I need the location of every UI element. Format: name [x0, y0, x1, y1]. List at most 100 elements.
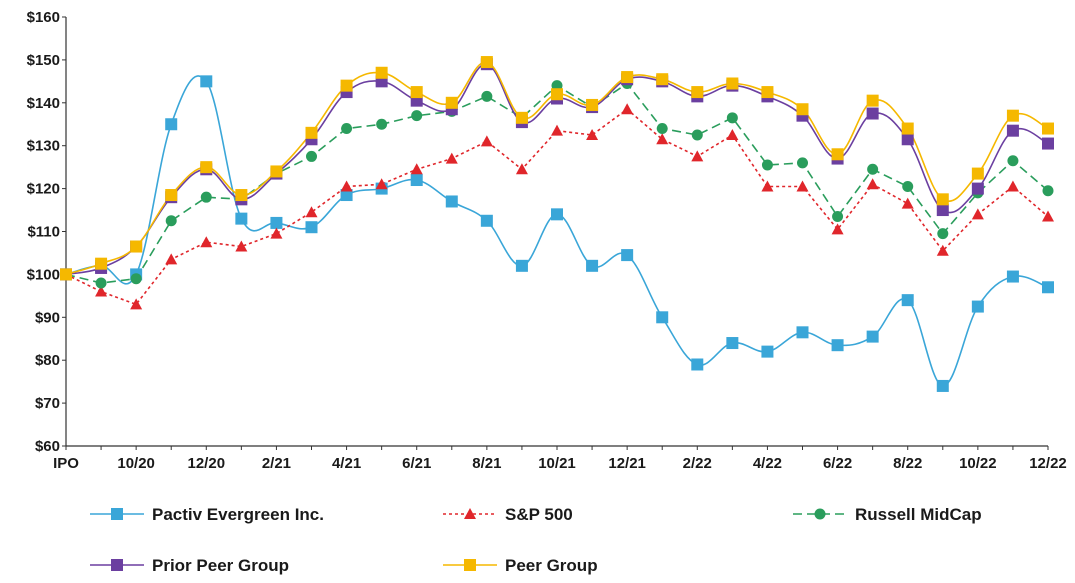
data-point-marker — [621, 249, 634, 262]
data-point-marker — [831, 339, 844, 352]
data-point-marker — [305, 206, 318, 218]
data-point-marker — [656, 311, 669, 324]
data-point-marker — [480, 135, 493, 147]
data-point-marker — [937, 228, 949, 240]
data-point-marker — [340, 79, 353, 92]
data-point-marker — [621, 71, 634, 84]
data-point-marker — [376, 118, 388, 130]
data-point-marker — [866, 178, 879, 190]
data-point-marker — [165, 253, 178, 265]
x-tick-label: 8/22 — [893, 455, 922, 472]
y-tick-label: $160 — [27, 9, 60, 26]
data-point-marker — [481, 90, 493, 102]
data-point-marker — [586, 128, 599, 140]
data-point-marker — [936, 204, 949, 217]
axes: $60 $70 $80 $90 $100 $110 $120 $130 $140 $150 $160… — [27, 9, 1067, 472]
x-tick-label: 10/20 — [117, 455, 155, 472]
data-point-marker — [586, 259, 599, 272]
y-tick-label: $140 — [27, 95, 60, 112]
data-point-marker — [691, 358, 704, 371]
legend-label: Peer Group — [505, 556, 598, 575]
x-tick-label: 4/21 — [332, 455, 361, 472]
data-point-marker — [1006, 109, 1019, 122]
x-tick-label: 12/22 — [1029, 455, 1067, 472]
data-point-marker — [902, 180, 914, 192]
data-point-marker — [586, 98, 599, 111]
data-point-marker — [761, 159, 773, 171]
data-point-marker — [130, 298, 143, 310]
data-point-marker — [1006, 270, 1019, 283]
data-point-marker — [551, 124, 563, 136]
data-point-marker — [831, 148, 844, 161]
data-point-marker — [410, 163, 423, 175]
data-point-marker — [130, 240, 143, 253]
data-point-marker — [726, 337, 739, 350]
data-point-marker — [796, 103, 809, 116]
legend-label: Prior Peer Group — [152, 556, 289, 575]
data-point-marker — [60, 268, 72, 281]
data-point-marker — [375, 178, 388, 190]
x-tick-label: 4/22 — [753, 455, 782, 472]
x-tick-label: 2/22 — [683, 455, 712, 472]
y-tick-label: $90 — [35, 309, 60, 326]
y-tick-label: $100 — [27, 266, 60, 283]
data-point-marker — [691, 150, 704, 162]
data-point-marker — [411, 110, 423, 122]
data-point-marker — [480, 214, 493, 227]
data-point-marker — [971, 182, 984, 195]
y-tick-label: $60 — [35, 438, 60, 455]
data-point-marker — [340, 189, 353, 202]
data-point-marker — [971, 167, 984, 180]
data-point-marker — [165, 215, 177, 227]
data-point-marker — [515, 163, 528, 175]
data-point-marker — [200, 191, 212, 203]
data-point-marker — [341, 123, 353, 135]
legend-swatch-marker — [111, 559, 123, 571]
y-tick-label: $150 — [27, 52, 60, 69]
data-point-marker — [867, 163, 879, 175]
y-tick-label: $120 — [27, 181, 60, 198]
data-point-marker — [95, 257, 108, 270]
data-point-marker — [270, 216, 283, 229]
data-point-marker — [656, 73, 669, 86]
data-point-marker — [200, 236, 213, 248]
data-point-marker — [235, 189, 248, 202]
data-point-marker — [832, 210, 844, 222]
x-tick-label: 10/22 — [959, 455, 997, 472]
data-point-marker — [936, 193, 949, 206]
data-point-marker — [165, 118, 178, 131]
data-point-marker — [901, 197, 914, 209]
data-point-marker — [200, 75, 213, 88]
series-markers — [60, 56, 1054, 392]
legend-swatch-marker — [464, 559, 476, 571]
data-point-marker — [306, 150, 317, 162]
legend-item: S&P 500 — [443, 505, 573, 524]
x-tick-label: 2/21 — [262, 455, 291, 472]
data-point-marker — [235, 212, 248, 225]
data-point-marker — [270, 165, 283, 178]
data-point-marker — [866, 94, 879, 107]
data-point-marker — [971, 300, 984, 313]
legend-item: Peer Group — [443, 556, 598, 575]
data-point-marker — [1042, 281, 1054, 294]
data-point-marker — [1006, 180, 1019, 192]
legend-swatch-marker — [814, 508, 826, 520]
legend: Pactiv Evergreen Inc. S&P 500 Russell MidC… — [90, 505, 982, 575]
legend-item: Prior Peer Group — [90, 556, 289, 575]
data-point-marker — [445, 195, 458, 208]
data-point-marker — [375, 66, 388, 79]
data-point-marker — [200, 161, 213, 174]
data-point-marker — [761, 345, 774, 358]
series-line — [65, 108, 1049, 306]
legend-swatch-marker — [464, 508, 476, 519]
data-point-marker — [866, 330, 879, 343]
data-point-marker — [796, 326, 809, 339]
x-tick-label: 6/22 — [823, 455, 852, 472]
legend-label: S&P 500 — [505, 505, 573, 524]
x-tick-label: 6/21 — [402, 455, 431, 472]
data-point-marker — [95, 277, 107, 289]
data-point-marker — [410, 174, 423, 187]
data-point-marker — [761, 180, 774, 192]
x-tick-label: 12/21 — [608, 455, 646, 472]
